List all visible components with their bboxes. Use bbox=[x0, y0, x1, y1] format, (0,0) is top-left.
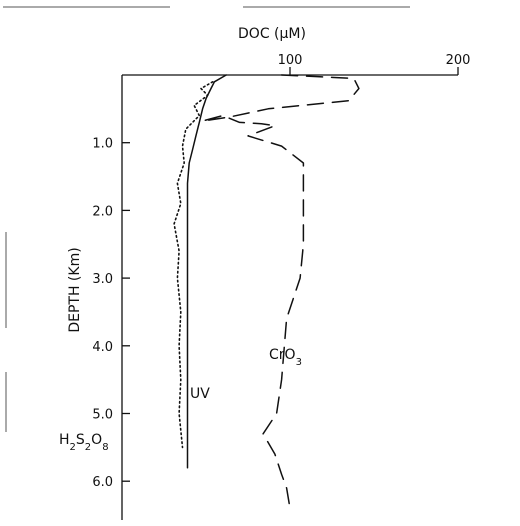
series-label-uv: UV bbox=[190, 386, 210, 402]
x-ticks: 100 200 bbox=[278, 53, 471, 75]
y-tick-label-4: 5.0 bbox=[92, 408, 113, 423]
series-label-h2s2o8: H2S2O8 bbox=[59, 432, 109, 453]
series-line-cro3 bbox=[201, 74, 360, 510]
series-layer bbox=[173, 74, 360, 510]
x-axis-title: DOC (μM) bbox=[238, 26, 306, 42]
y-axis-title: DEPTH (Km) bbox=[67, 247, 83, 332]
y-tick-label-3: 4.0 bbox=[92, 340, 113, 355]
y-ticks: 1.0 2.0 3.0 4.0 5.0 6.0 bbox=[92, 137, 130, 490]
y-tick-label-1: 2.0 bbox=[92, 204, 113, 219]
x-tick-label-0: 100 bbox=[278, 53, 303, 68]
series-label-cro3: CrO3 bbox=[269, 347, 302, 368]
y-tick-label-5: 6.0 bbox=[92, 475, 113, 490]
series-labels: UV CrO3 H2S2O8 bbox=[59, 347, 302, 453]
x-tick-label-1: 200 bbox=[446, 53, 471, 68]
series-line-uv bbox=[186, 74, 227, 469]
y-tick-label-2: 3.0 bbox=[92, 272, 113, 287]
y-tick-label-0: 1.0 bbox=[92, 137, 113, 152]
series-line-h2s2o8 bbox=[173, 81, 214, 449]
